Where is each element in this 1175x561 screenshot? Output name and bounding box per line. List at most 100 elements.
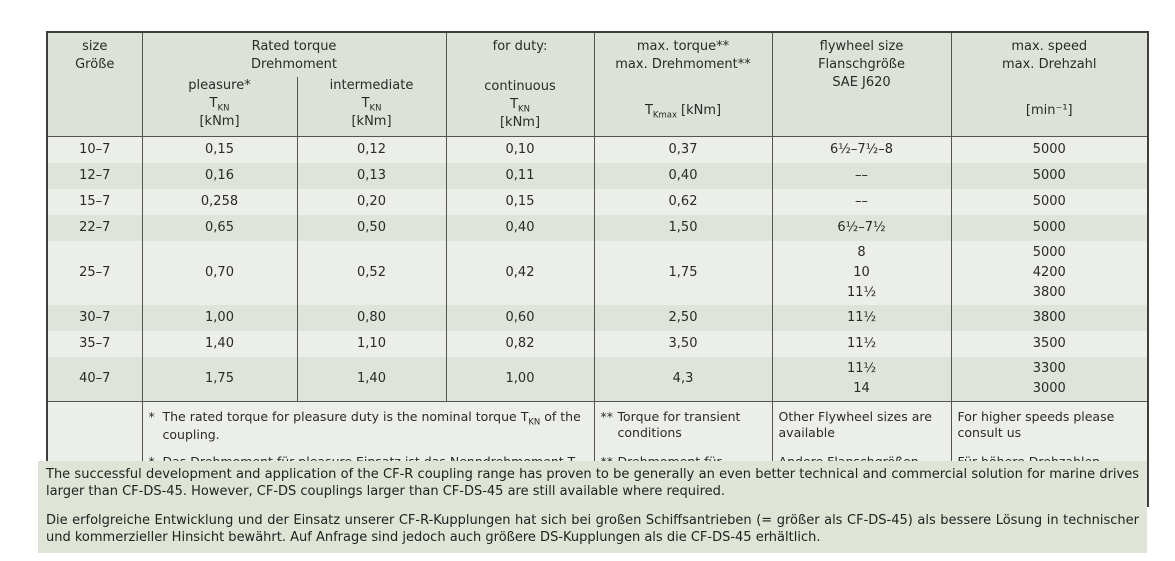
spec-row-10-7: 10–7 0,15 0,12 0,10 0,37 6½–7½–8 5000 [46, 136, 1149, 163]
cell-speed: 5000 4200 3800 [950, 240, 1149, 305]
spec-table: size Größe Rated torque Drehmoment for d… [46, 31, 1150, 507]
cell-size: 30–7 [46, 304, 143, 331]
spec-row-35-7: 35–7 1,40 1,10 0,82 3,50 11½ 3500 [46, 330, 1149, 357]
cell-intermediate: 0,52 [296, 240, 447, 305]
cell-flywheel: 11½ [771, 304, 952, 331]
cell-flywheel: –– [771, 162, 952, 189]
spec-row-12-7: 12–7 0,16 0,13 0,11 0,40 –– 5000 [46, 162, 1149, 189]
cell-continuous: 0,60 [445, 304, 595, 331]
footnote-torque-en: ** Torque for transient conditions [600, 408, 741, 440]
max-speed-label-en: max. speed [1011, 39, 1088, 54]
cell-flywheel: 6½–7½–8 [771, 136, 952, 163]
size-label-de: Größe [75, 57, 115, 72]
cell-pleasure: 0,65 [141, 214, 298, 241]
cell-continuous: 1,00 [445, 356, 595, 401]
col-header-rated-torque: Rated torque Drehmoment [141, 32, 447, 77]
cell-speed: 3300 3000 [950, 356, 1149, 401]
cell-intermediate: 1,40 [296, 356, 447, 401]
footnote-empty-cell [46, 400, 143, 506]
cell-speed: 5000 [950, 214, 1149, 241]
spec-row-25-7: 25–7 0,70 0,52 0,42 1,75 8 10 11½ 5000 4… [46, 240, 1149, 305]
cell-pleasure: 1,75 [141, 356, 298, 401]
cell-max-torque: 1,50 [593, 214, 773, 241]
footnote-speed-en: For higher speeds please consult us [957, 408, 1115, 440]
cell-intermediate: 0,20 [296, 188, 447, 215]
max-torque-label-de: max. Drehmoment** [615, 57, 751, 72]
max-torque-label-en: max. torque** [636, 39, 730, 54]
cell-speed: 5000 [950, 136, 1149, 163]
col-header-pleasure: pleasure* TKN [kNm] [141, 77, 298, 137]
cell-continuous: 0,15 [445, 188, 595, 215]
cell-size: 10–7 [46, 136, 143, 163]
col-header-flywheel: flywheel size Flanschgröße SAE J620 [771, 32, 952, 137]
cell-intermediate: 0,80 [296, 304, 447, 331]
cell-continuous: 0,10 [445, 136, 595, 163]
cell-pleasure: 1,00 [141, 304, 298, 331]
cell-size: 35–7 [46, 330, 143, 357]
continuous-label: continuous [484, 79, 556, 94]
flywheel-label-de: Flanschgröße [818, 57, 905, 72]
tkn-subscript: KN [528, 417, 541, 427]
tkn-subscript: KN [369, 103, 382, 114]
for-duty-label: for duty: [492, 39, 548, 54]
col-header-intermediate: intermediate TKN [kNm] [296, 77, 447, 137]
cell-pleasure: 0,258 [141, 188, 298, 215]
knm-unit: [kNm] [499, 115, 541, 131]
min-unit: [min⁻¹] [1025, 103, 1073, 118]
spec-row-15-7: 15–7 0,258 0,20 0,15 0,62 –– 5000 [46, 188, 1149, 215]
size-label-en: size [82, 39, 108, 54]
col-header-max-torque: max. torque** max. Drehmoment** TKmax [kN… [593, 32, 773, 137]
spec-table-body: 10–7 0,15 0,12 0,10 0,37 6½–7½–8 5000 12… [46, 136, 1149, 506]
asterisk-marker: * [148, 408, 155, 424]
rated-torque-label-de: Drehmoment [251, 57, 337, 72]
cell-intermediate: 0,13 [296, 162, 447, 189]
col-header-continuous: for duty: continuous TKN [kNm] [445, 32, 595, 137]
cell-intermediate: 0,50 [296, 214, 447, 241]
note-paragraph-de: Die erfolgreiche Entwicklung und der Ein… [46, 513, 1139, 545]
col-header-max-speed: max. speed max. Drehzahl [min⁻¹] [950, 32, 1149, 137]
pleasure-label: pleasure* [188, 78, 251, 93]
tkn-symbol: TKN [361, 96, 382, 114]
cell-max-torque: 3,50 [593, 330, 773, 357]
cell-size: 40–7 [46, 356, 143, 401]
tkn-subscript: KN [217, 103, 230, 114]
intermediate-label: intermediate [329, 78, 414, 93]
spec-row-30-7: 30–7 1,00 0,80 0,60 2,50 11½ 3800 [46, 304, 1149, 331]
cell-max-torque: 0,62 [593, 188, 773, 215]
cell-speed: 3800 [950, 304, 1149, 331]
cell-flywheel: –– [771, 188, 952, 215]
cell-speed: 3500 [950, 330, 1149, 357]
notes-band: The successful development and applicati… [38, 461, 1147, 553]
cell-continuous: 0,42 [445, 240, 595, 305]
cell-pleasure: 0,15 [141, 136, 298, 163]
cell-max-torque: 0,37 [593, 136, 773, 163]
spec-row-40-7: 40–7 1,75 1,40 1,00 4,3 11½ 14 3300 3000 [46, 356, 1149, 401]
cell-intermediate: 0,12 [296, 136, 447, 163]
footnote-flywheel-en: Other Flywheel sizes are available [778, 408, 932, 440]
tkn-subscript: KN [518, 104, 530, 115]
spec-table-header: size Größe Rated torque Drehmoment for d… [46, 32, 1149, 137]
double-asterisk-marker: ** [600, 408, 614, 424]
cell-continuous: 0,82 [445, 330, 595, 357]
tkmax-symbol: TKmax [kNm] [644, 103, 722, 121]
tkmax-subscript: Kmax [652, 110, 677, 121]
cell-pleasure: 0,70 [141, 240, 298, 305]
cell-flywheel: 6½–7½ [771, 214, 952, 241]
cell-speed: 5000 [950, 162, 1149, 189]
cell-flywheel: 11½ 14 [771, 356, 952, 401]
spec-row-22-7: 22–7 0,65 0,50 0,40 1,50 6½–7½ 5000 [46, 214, 1149, 241]
max-speed-label-de: max. Drehzahl [1001, 57, 1097, 72]
tkn-symbol: TKN [209, 96, 230, 114]
cell-size: 15–7 [46, 188, 143, 215]
tkn-symbol: TKN [510, 97, 530, 115]
cell-size: 12–7 [46, 162, 143, 189]
cell-flywheel: 8 10 11½ [771, 240, 952, 305]
cell-continuous: 0,11 [445, 162, 595, 189]
knm-unit: [kNm] [199, 114, 240, 130]
cell-max-torque: 1,75 [593, 240, 773, 305]
cell-intermediate: 1,10 [296, 330, 447, 357]
flywheel-sae-label: SAE J620 [832, 75, 891, 90]
footnote-rated-en: * The rated torque for pleasure duty is … [148, 408, 581, 442]
cell-speed: 5000 [950, 188, 1149, 215]
cell-size: 22–7 [46, 214, 143, 241]
